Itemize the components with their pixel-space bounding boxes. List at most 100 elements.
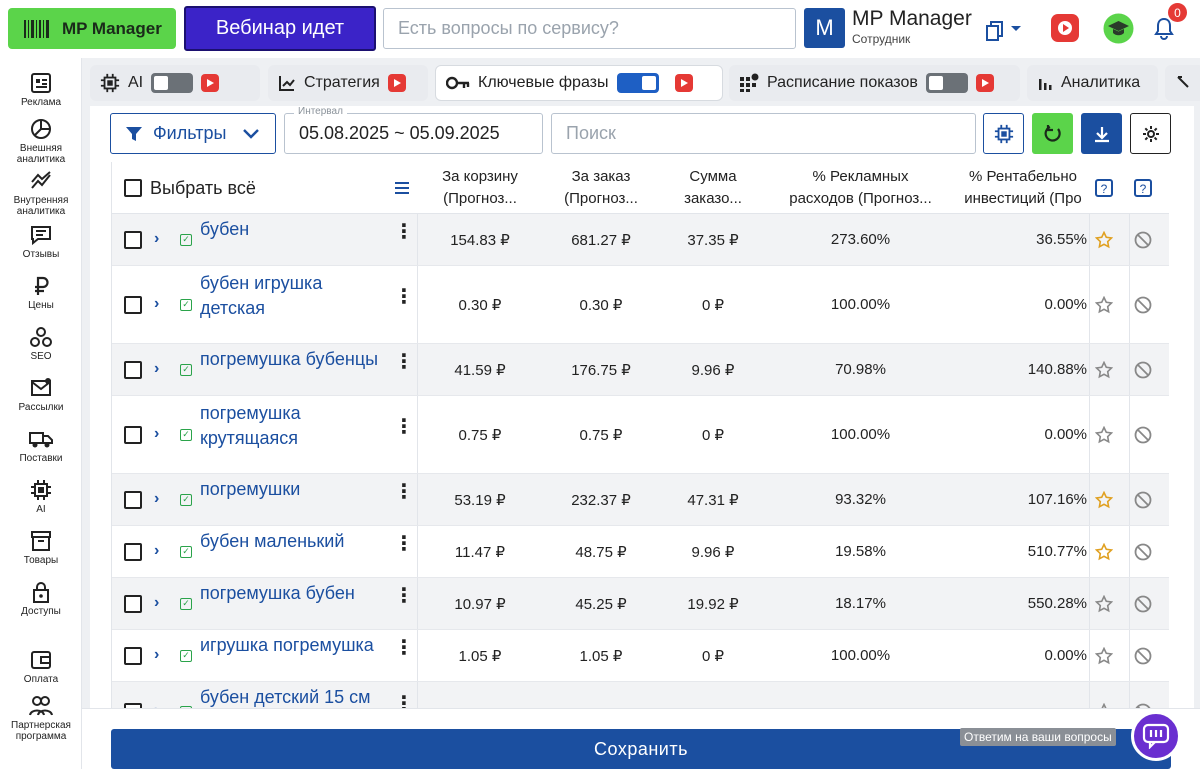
block-icon[interactable] <box>1134 647 1152 665</box>
bell-icon[interactable] <box>1152 16 1176 40</box>
sidebar-item-products[interactable]: Товары <box>0 530 82 566</box>
column-header-cart[interactable]: За корзину (Прогноз... <box>418 162 542 214</box>
row-checkbox[interactable] <box>124 361 142 379</box>
keyword-text[interactable]: бубен игрушка детская <box>200 273 323 318</box>
block-icon[interactable] <box>1134 296 1152 314</box>
chat-button[interactable] <box>1131 711 1181 761</box>
table-row[interactable]: › ✓ бубен ⋮ 154.83 ₽ 681.27 ₽ 37.35 ₽ 273.60% 36… <box>112 214 1169 266</box>
tab-keywords[interactable]: Ключевые фразы <box>435 65 723 101</box>
column-header-ads-share[interactable]: % Рекламных расходов (Прогноз... <box>764 162 957 214</box>
sidebar-item-access[interactable]: Доступы <box>0 581 82 617</box>
row-menu-icon[interactable]: ⋮ <box>394 351 414 373</box>
graduation-cap-icon[interactable] <box>1103 13 1134 44</box>
column-header-roi[interactable]: % Рентабельно инвестиций (Про <box>957 162 1089 214</box>
tab-strategy[interactable]: Стратегия <box>268 65 428 101</box>
row-checkbox[interactable] <box>124 231 142 249</box>
tab-analytics[interactable]: Аналитика <box>1027 65 1158 101</box>
expand-chevron-icon[interactable]: › <box>154 490 160 507</box>
refresh-button[interactable] <box>1032 113 1073 154</box>
row-menu-icon[interactable]: ⋮ <box>394 693 414 715</box>
sidebar-item-ads[interactable]: Реклама <box>0 72 82 108</box>
row-checkbox[interactable] <box>124 491 142 509</box>
star-icon[interactable] <box>1095 426 1113 444</box>
sidebar-item-external-analytics[interactable]: Внешняя аналитика <box>0 118 82 165</box>
video-icon[interactable] <box>201 74 220 92</box>
block-icon[interactable] <box>1134 543 1152 561</box>
star-icon[interactable] <box>1095 595 1113 613</box>
block-icon[interactable] <box>1134 231 1152 249</box>
ai-toggle[interactable] <box>151 73 194 93</box>
video-icon[interactable] <box>674 74 693 92</box>
keyword-text[interactable]: бубен детский 15 см <box>200 687 371 707</box>
column-header-sum[interactable]: Сумма заказо... <box>662 162 764 214</box>
keyword-text[interactable]: погремушки <box>200 479 301 499</box>
active-check-icon[interactable]: ✓ <box>180 546 192 558</box>
active-check-icon[interactable]: ✓ <box>180 299 192 311</box>
schedule-toggle[interactable] <box>925 73 968 93</box>
keyword-text[interactable]: игрушка погремушка <box>200 635 374 655</box>
expand-chevron-icon[interactable]: › <box>154 230 160 247</box>
chevron-down-icon[interactable] <box>1010 25 1022 33</box>
row-checkbox[interactable] <box>124 296 142 314</box>
tab-ai[interactable]: AI <box>90 65 260 101</box>
sidebar-item-ai[interactable]: AI <box>0 479 82 515</box>
youtube-icon[interactable] <box>1051 14 1079 42</box>
keyword-text[interactable]: погремушка крутящаяся <box>200 403 301 448</box>
sidebar-item-reviews[interactable]: Отзывы <box>0 224 82 260</box>
active-check-icon[interactable]: ✓ <box>180 494 192 506</box>
row-checkbox[interactable] <box>124 543 142 561</box>
sidebar-item-mailings[interactable]: Рассылки <box>0 377 82 413</box>
tab-more[interactable] <box>1165 65 1200 101</box>
keyword-text[interactable]: погремушка бубен <box>200 583 355 603</box>
ai-button[interactable] <box>983 113 1024 154</box>
date-range-input[interactable]: 05.08.2025 ~ 05.09.2025 <box>284 113 543 154</box>
row-menu-icon[interactable]: ⋮ <box>394 637 414 659</box>
expand-chevron-icon[interactable]: › <box>154 425 160 442</box>
brand-logo[interactable]: MP Manager <box>8 8 176 49</box>
row-menu-icon[interactable]: ⋮ <box>394 585 414 607</box>
select-all-checkbox[interactable] <box>124 179 142 197</box>
webinar-button[interactable]: Вебинар идет <box>184 6 376 51</box>
expand-chevron-icon[interactable]: › <box>154 646 160 663</box>
table-row[interactable]: › ✓ погремушка бубенцы ⋮ 41.59 ₽ 176.75 ₽ 9.96… <box>112 344 1169 396</box>
expand-chevron-icon[interactable]: › <box>154 594 160 611</box>
keyword-text[interactable]: бубен маленький <box>200 531 345 551</box>
active-check-icon[interactable]: ✓ <box>180 234 192 246</box>
row-checkbox[interactable] <box>124 595 142 613</box>
keyword-text[interactable]: бубен <box>200 219 250 239</box>
download-button[interactable] <box>1081 113 1122 154</box>
row-menu-icon[interactable]: ⋮ <box>394 481 414 503</box>
filters-button[interactable]: Фильтры <box>110 113 276 154</box>
block-icon[interactable] <box>1134 426 1152 444</box>
star-icon[interactable] <box>1095 647 1113 665</box>
sidebar-item-internal-analytics[interactable]: Внутренняя аналитика <box>0 170 82 217</box>
copy-icon[interactable] <box>985 20 1005 42</box>
row-checkbox[interactable] <box>124 647 142 665</box>
row-menu-icon[interactable]: ⋮ <box>394 416 414 438</box>
sidebar-item-supplies[interactable]: Поставки <box>0 428 82 464</box>
star-icon[interactable] <box>1095 361 1113 379</box>
expand-chevron-icon[interactable]: › <box>154 542 160 559</box>
video-icon[interactable] <box>387 74 406 92</box>
column-header-order[interactable]: За заказ (Прогноз... <box>540 162 662 214</box>
expand-chevron-icon[interactable]: › <box>154 295 160 312</box>
star-icon[interactable] <box>1095 296 1113 314</box>
sidebar-item-payment[interactable]: Оплата <box>0 649 82 685</box>
settings-button[interactable] <box>1130 113 1171 154</box>
menu-icon[interactable] <box>395 182 409 194</box>
tab-schedule[interactable]: Расписание показов <box>729 65 1020 101</box>
block-icon[interactable] <box>1134 595 1152 613</box>
table-row[interactable]: › ✓ погремушка крутящаяся ⋮ 0.75 ₽ 0.75 ₽ 0 ₽ 1… <box>112 396 1169 474</box>
table-row[interactable]: › ✓ погремушки ⋮ 53.19 ₽ 232.37 ₽ 47.31 ₽ 93.32… <box>112 474 1169 526</box>
table-row[interactable]: › ✓ бубен маленький ⋮ 11.47 ₽ 48.75 ₽ 9.96 ₽ 19… <box>112 526 1169 578</box>
block-icon[interactable] <box>1134 361 1152 379</box>
block-icon[interactable] <box>1134 491 1152 509</box>
support-question-input[interactable]: Есть вопросы по сервису? <box>383 8 796 49</box>
keyword-text[interactable]: погремушка бубенцы <box>200 349 379 369</box>
active-check-icon[interactable]: ✓ <box>180 364 192 376</box>
table-row[interactable]: › ✓ игрушка погремушка ⋮ 1.05 ₽ 1.05 ₽ 0 ₽ 100.… <box>112 630 1169 682</box>
row-menu-icon[interactable]: ⋮ <box>394 286 414 308</box>
star-icon[interactable] <box>1095 231 1113 249</box>
table-row[interactable]: › ✓ погремушка бубен ⋮ 10.97 ₽ 45.25 ₽ 19.92 ₽… <box>112 578 1169 630</box>
keywords-toggle[interactable] <box>616 73 659 93</box>
